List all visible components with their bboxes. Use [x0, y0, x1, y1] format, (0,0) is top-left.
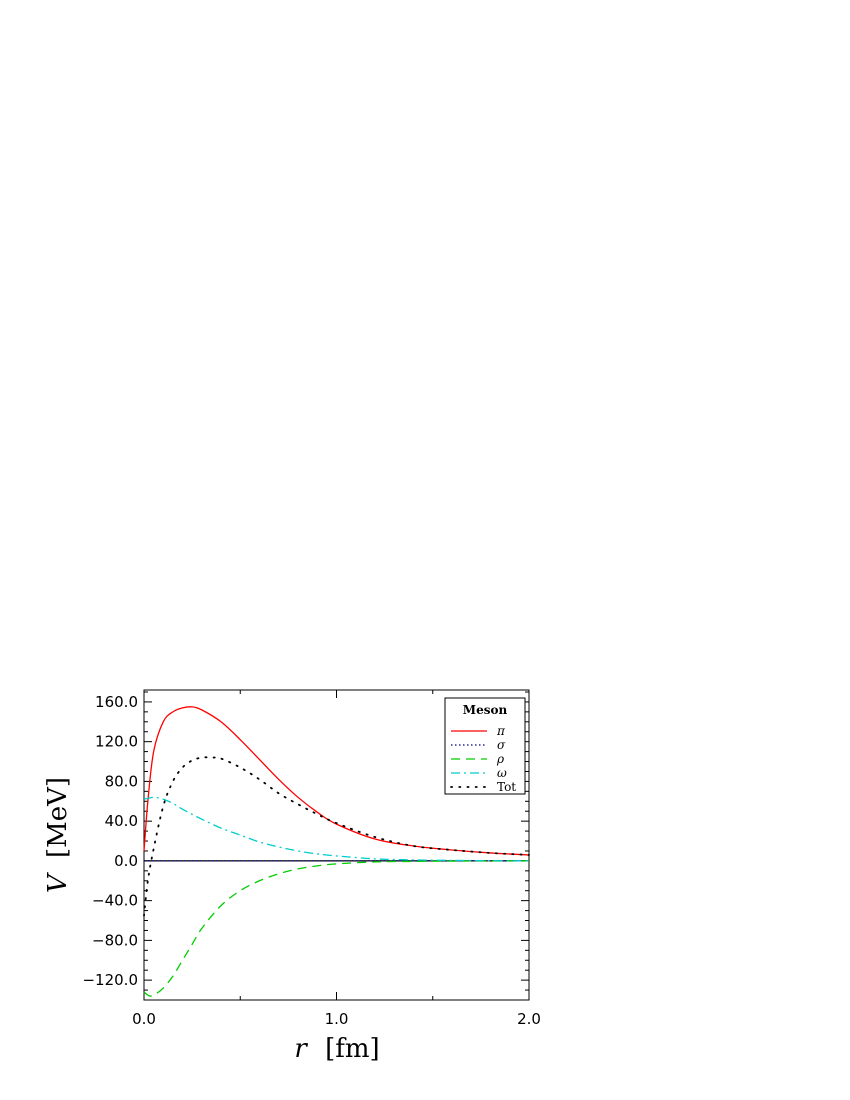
y-tick-label: 120.0	[95, 733, 138, 751]
x-tick-label: 2.0	[517, 1010, 541, 1028]
legend-label-3: ω	[497, 766, 507, 780]
legend-label-2: ρ	[496, 752, 504, 766]
y-axis-unit: [MeV]	[43, 777, 73, 858]
y-tick-label: −120.0	[82, 971, 138, 989]
series-line-2	[143, 860, 530, 997]
legend-box	[444, 697, 526, 795]
tick-labels: 160.0 120.0 80.0 40.0 0.0 −40.0 −80.0 −120.0 0.0…	[82, 693, 540, 1028]
series-line-3	[143, 796, 530, 862]
y-tick-label: 160.0	[95, 693, 138, 711]
legend-label-0: π	[496, 724, 506, 738]
series-lines	[143, 706, 530, 997]
x-axis-unit: [fm]	[325, 1034, 380, 1064]
y-tick-label: 80.0	[105, 772, 138, 790]
legend-label-4: Tot	[497, 780, 516, 794]
legend-label-1: σ	[497, 738, 506, 752]
series-line-0	[143, 706, 530, 856]
x-axis-label: r [fm]	[294, 1034, 379, 1064]
y-axis-var: V	[43, 872, 73, 893]
axis-ticks	[143, 690, 530, 1000]
y-tick-label: −40.0	[92, 892, 138, 910]
x-tick-label: 1.0	[325, 1010, 349, 1028]
x-axis-var: r	[294, 1034, 308, 1064]
y-tick-label: 40.0	[105, 812, 138, 830]
y-tick-label: 0.0	[114, 852, 138, 870]
y-axis-label: V [MeV]	[43, 777, 73, 893]
legend-title: Meson	[463, 703, 508, 717]
x-tick-label: 0.0	[132, 1010, 156, 1028]
y-tick-label: −80.0	[92, 931, 138, 949]
